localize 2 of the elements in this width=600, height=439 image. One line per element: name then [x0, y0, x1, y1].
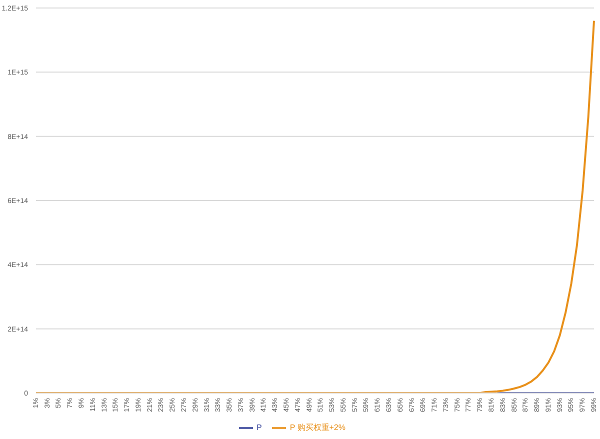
legend-label: P	[256, 423, 262, 432]
legend-label: P 购买权重+2%	[290, 423, 346, 432]
